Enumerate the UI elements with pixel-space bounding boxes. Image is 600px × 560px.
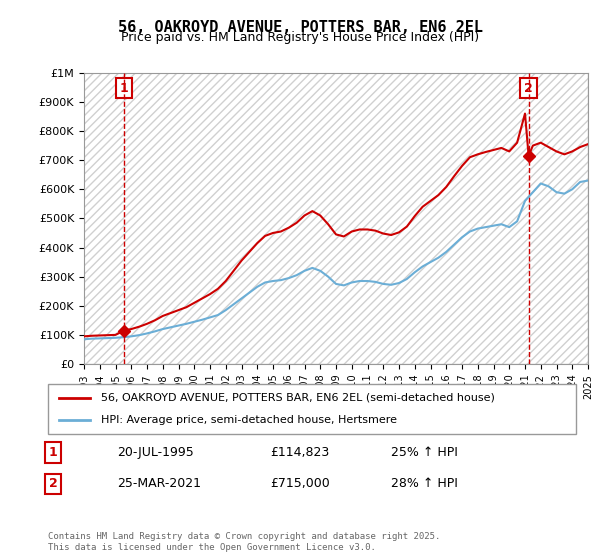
Text: Price paid vs. HM Land Registry's House Price Index (HPI): Price paid vs. HM Land Registry's House … <box>121 31 479 44</box>
Text: £715,000: £715,000 <box>270 477 329 491</box>
FancyBboxPatch shape <box>48 384 576 434</box>
Text: 56, OAKROYD AVENUE, POTTERS BAR, EN6 2EL (semi-detached house): 56, OAKROYD AVENUE, POTTERS BAR, EN6 2EL… <box>101 393 494 403</box>
Text: HPI: Average price, semi-detached house, Hertsmere: HPI: Average price, semi-detached house,… <box>101 415 397 425</box>
Text: 25-MAR-2021: 25-MAR-2021 <box>116 477 200 491</box>
Text: 2: 2 <box>49 477 58 491</box>
Text: 25% ↑ HPI: 25% ↑ HPI <box>391 446 458 459</box>
Text: 20-JUL-1995: 20-JUL-1995 <box>116 446 193 459</box>
Text: 28% ↑ HPI: 28% ↑ HPI <box>391 477 458 491</box>
Text: 2: 2 <box>524 82 533 95</box>
Text: 1: 1 <box>49 446 58 459</box>
Text: Contains HM Land Registry data © Crown copyright and database right 2025.
This d: Contains HM Land Registry data © Crown c… <box>48 532 440 552</box>
Text: £114,823: £114,823 <box>270 446 329 459</box>
Text: 1: 1 <box>120 82 128 95</box>
Text: 56, OAKROYD AVENUE, POTTERS BAR, EN6 2EL: 56, OAKROYD AVENUE, POTTERS BAR, EN6 2EL <box>118 20 482 35</box>
